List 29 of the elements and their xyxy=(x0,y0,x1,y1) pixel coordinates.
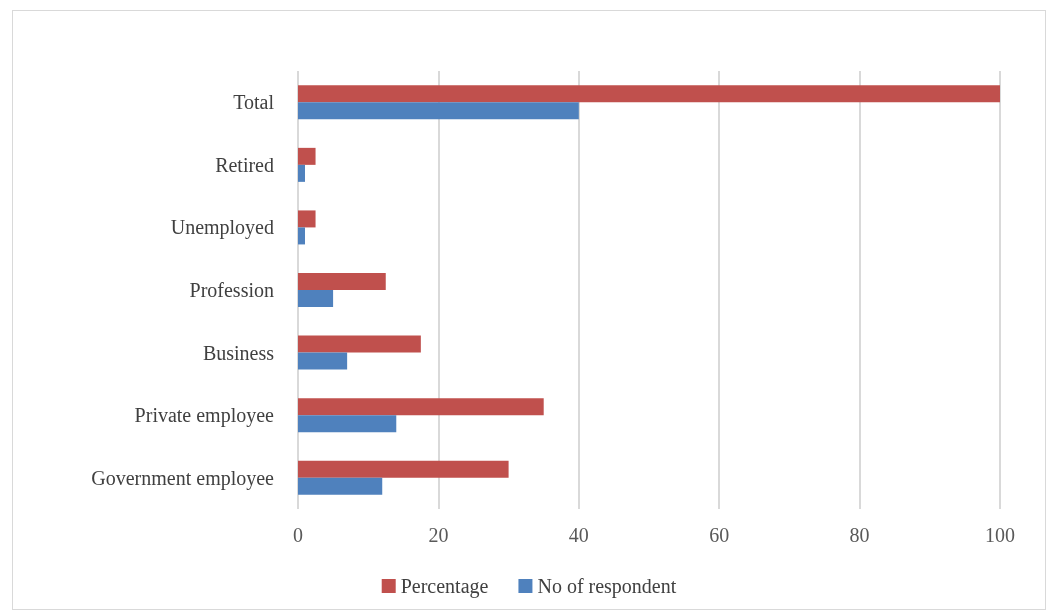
bar xyxy=(298,227,306,245)
bar xyxy=(298,398,544,416)
bar xyxy=(298,477,383,495)
x-tick-label: 40 xyxy=(568,524,589,546)
legend-label: No of respondent xyxy=(537,575,677,598)
bar xyxy=(298,460,509,478)
y-tick-label: Government employee xyxy=(91,466,275,490)
bar xyxy=(298,147,316,165)
bar xyxy=(298,273,386,290)
bar xyxy=(298,102,579,120)
x-tick-label: 60 xyxy=(709,524,730,546)
y-tick-label: Total xyxy=(233,91,275,114)
y-tick-label: Retired xyxy=(215,153,274,176)
bar xyxy=(298,290,334,307)
y-tick-label: Profession xyxy=(189,279,274,301)
y-tick-label: Business xyxy=(202,341,275,364)
bar xyxy=(298,210,316,228)
legend-label: Percentage xyxy=(400,575,489,598)
x-tick-label: 100 xyxy=(985,524,1015,546)
bar xyxy=(298,415,397,433)
bar xyxy=(298,164,306,182)
y-tick-label: Private employee xyxy=(134,404,275,428)
x-tick-label: 0 xyxy=(293,524,303,546)
x-tick-label: 80 xyxy=(849,524,870,546)
x-tick-label: 20 xyxy=(428,524,449,546)
bar xyxy=(298,335,421,353)
bar xyxy=(298,352,348,370)
bar xyxy=(298,85,1000,103)
y-tick-label: Unemployed xyxy=(170,216,274,240)
